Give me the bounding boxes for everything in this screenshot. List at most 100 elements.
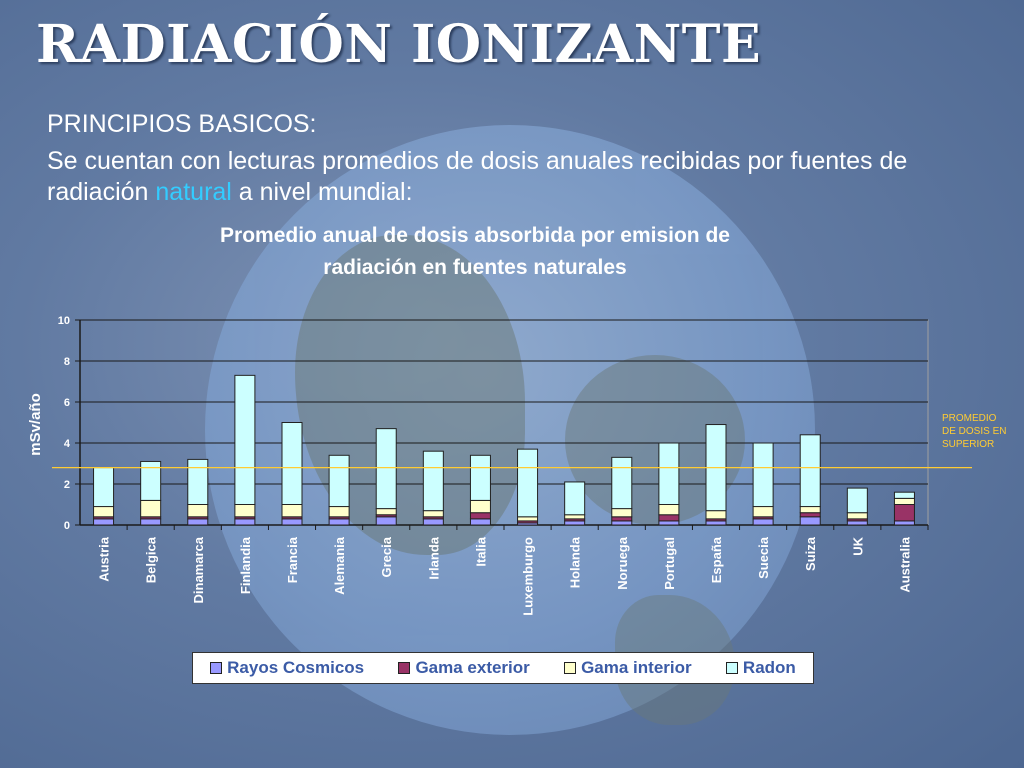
bar-rayos-cosmicos-suecia bbox=[752, 518, 774, 526]
y-tick-label: 8 bbox=[64, 356, 70, 368]
bar-gama-interior-belgica bbox=[140, 499, 162, 518]
chart-title: Promedio anual de dosis absorbida por em… bbox=[130, 220, 820, 284]
slide-paragraph: Se cuentan con lecturas promedios de dos… bbox=[47, 146, 947, 208]
bar-gama-interior-alemania bbox=[328, 506, 350, 518]
bar-gama-interior-austria bbox=[93, 506, 115, 518]
bar-radon-uk bbox=[846, 487, 868, 514]
bar-rayos-cosmicos-portugal bbox=[658, 520, 680, 526]
bar-gama-exterior-suiza bbox=[799, 512, 821, 518]
bar-radon-austria bbox=[93, 467, 115, 508]
bar-gama-interior-portugal bbox=[658, 504, 680, 516]
bar-rayos-cosmicos-dinamarca bbox=[187, 518, 209, 526]
bar-gama-interior-finlandia bbox=[234, 504, 256, 518]
bar-radon-francia bbox=[281, 422, 303, 505]
bar-radon-portugal bbox=[658, 442, 680, 505]
bar-gama-interior-holanda bbox=[564, 514, 586, 520]
legend-label: Gama interior bbox=[581, 658, 692, 677]
bar-gama-interior-francia bbox=[281, 504, 303, 518]
average-line-label: DE DOSIS EN bbox=[942, 426, 1006, 437]
bar-radon-dinamarca bbox=[187, 458, 209, 505]
bar-radon-irlanda bbox=[422, 450, 444, 512]
legend-item-gama-exterior: Gama exterior bbox=[398, 658, 530, 678]
bar-radon-holanda bbox=[564, 481, 586, 516]
bar-gama-interior-noruega bbox=[611, 508, 633, 518]
x-tick-label: Austria bbox=[97, 536, 112, 582]
bar-gama-interior-irlanda bbox=[422, 510, 444, 518]
legend-label: Radon bbox=[742, 658, 796, 677]
y-axis-label: mSv/año bbox=[27, 393, 44, 456]
x-tick-label: Suiza bbox=[803, 536, 818, 571]
bar-gama-interior-grecia bbox=[375, 508, 397, 516]
bar-rayos-cosmicos-australia bbox=[893, 520, 915, 526]
paragraph-text-end: a nivel mundial: bbox=[231, 178, 413, 206]
bar-gama-interior-australia bbox=[893, 497, 915, 506]
bar-rayos-cosmicos-holanda bbox=[564, 520, 586, 526]
legend-swatch bbox=[210, 662, 223, 674]
bar-gama-interior-españa bbox=[705, 510, 727, 520]
bar-radon-australia bbox=[893, 491, 915, 499]
legend-item-gama-interior: Gama interior bbox=[564, 658, 692, 678]
legend-label: Rayos Cosmicos bbox=[227, 658, 365, 677]
x-tick-label: Portugal bbox=[662, 537, 677, 590]
y-tick-label: 0 bbox=[64, 520, 70, 532]
x-tick-label: España bbox=[709, 536, 724, 583]
bar-gama-exterior-australia bbox=[893, 504, 915, 522]
bar-gama-exterior-noruega bbox=[611, 516, 633, 522]
x-tick-label: Australia bbox=[897, 536, 912, 592]
bar-gama-exterior-italia bbox=[469, 512, 491, 520]
x-tick-label: Luxemburgo bbox=[521, 537, 536, 616]
x-tick-label: Francia bbox=[285, 536, 300, 583]
chart-legend: Rayos Cosmicos Gama exterior Gama interior… bbox=[192, 652, 814, 684]
bar-gama-interior-luxemburgo bbox=[517, 516, 539, 522]
bar-radon-italia bbox=[469, 454, 491, 501]
slide-subheading: PRINCIPIOS BASICOS: bbox=[47, 110, 317, 138]
x-tick-label: Finlandia bbox=[238, 536, 253, 594]
bar-rayos-cosmicos-noruega bbox=[611, 520, 633, 526]
bar-rayos-cosmicos-suiza bbox=[799, 516, 821, 526]
y-tick-label: 4 bbox=[64, 438, 71, 450]
x-tick-label: Suecia bbox=[756, 536, 771, 579]
legend-swatch bbox=[398, 662, 411, 674]
average-line-label: SUPERIOR bbox=[942, 439, 994, 450]
bar-gama-interior-suiza bbox=[799, 506, 821, 514]
x-tick-label: UK bbox=[850, 536, 865, 555]
bar-rayos-cosmicos-austria bbox=[93, 518, 115, 526]
x-tick-label: Irlanda bbox=[426, 536, 441, 579]
bar-rayos-cosmicos-italia bbox=[469, 518, 491, 526]
bar-gama-interior-uk bbox=[846, 512, 868, 520]
paragraph-highlight: natural bbox=[155, 178, 232, 206]
bar-rayos-cosmicos-finlandia bbox=[234, 518, 256, 526]
x-tick-label: Holanda bbox=[568, 536, 583, 588]
y-tick-label: 2 bbox=[64, 479, 70, 491]
y-tick-label: 10 bbox=[58, 315, 70, 327]
bar-gama-exterior-portugal bbox=[658, 514, 680, 522]
legend-item-rayos-cosmicos: Rayos Cosmicos bbox=[210, 658, 364, 678]
bar-rayos-cosmicos-irlanda bbox=[422, 518, 444, 526]
x-tick-label: Alemania bbox=[332, 536, 347, 595]
x-tick-label: Belgica bbox=[144, 536, 159, 583]
bar-rayos-cosmicos-belgica bbox=[140, 518, 162, 526]
bar-rayos-cosmicos-alemania bbox=[328, 518, 350, 526]
bar-rayos-cosmicos-grecia bbox=[375, 516, 397, 526]
x-tick-label: Italia bbox=[473, 536, 488, 566]
legend-item-radon: Radon bbox=[725, 658, 796, 678]
bar-radon-luxemburgo bbox=[517, 448, 539, 518]
x-tick-label: Noruega bbox=[615, 536, 630, 590]
legend-swatch bbox=[725, 662, 738, 674]
bar-gama-interior-dinamarca bbox=[187, 504, 209, 518]
bar-radon-grecia bbox=[375, 428, 397, 510]
bar-rayos-cosmicos-españa bbox=[705, 520, 727, 526]
bar-radon-noruega bbox=[611, 456, 633, 510]
bar-radon-suecia bbox=[752, 442, 774, 508]
x-tick-label: Dinamarca bbox=[191, 536, 206, 603]
chart-title-line2: radiación en fuentes naturales bbox=[323, 256, 627, 279]
bar-radon-alemania bbox=[328, 454, 350, 508]
bar-rayos-cosmicos-uk bbox=[846, 520, 868, 526]
bar-radon-belgica bbox=[140, 460, 162, 501]
x-tick-label: Grecia bbox=[379, 536, 394, 577]
bar-rayos-cosmicos-francia bbox=[281, 518, 303, 526]
paragraph-text: Se cuentan con lecturas promedios de dos… bbox=[47, 147, 908, 206]
slide-title: RADIACIÓN IONIZANTE bbox=[36, 14, 762, 75]
chart-title-line1: Promedio anual de dosis absorbida por em… bbox=[220, 224, 730, 247]
